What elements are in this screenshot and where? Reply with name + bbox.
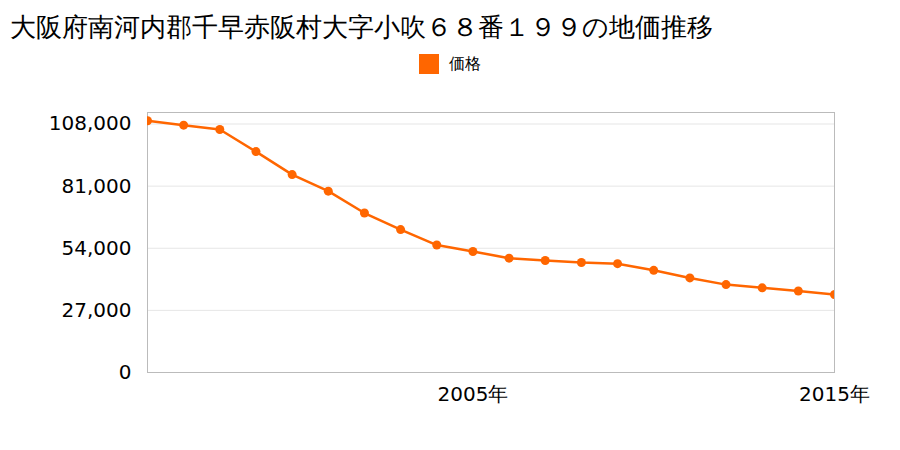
html-text:価格: 価格: [449, 53, 481, 73]
svg-text:108,000: 108,000: [49, 111, 132, 135]
html-text:大阪府南河内郡千早赤阪村大字小吹６８番１９９の地価推移: 大阪府南河内郡千早赤阪村大字小吹６８番１９９の地価推移: [10, 12, 713, 42]
svg-text:0: 0: [119, 360, 132, 384]
svg-text:81,000: 81,000: [62, 174, 132, 198]
svg-text:2015年: 2015年: [799, 382, 870, 406]
svg-text:54,000: 54,000: [62, 236, 132, 260]
svg-text:27,000: 27,000: [62, 298, 132, 322]
svg-text:2005年: 2005年: [437, 382, 508, 406]
